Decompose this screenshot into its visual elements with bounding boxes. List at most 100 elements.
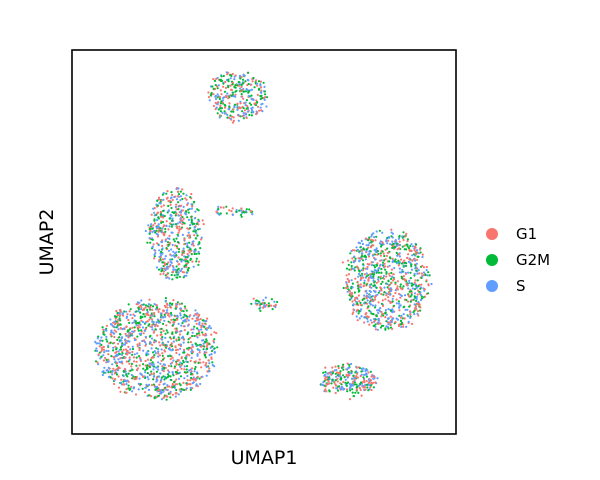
data-point (383, 286, 386, 289)
data-point (359, 374, 362, 378)
data-point (111, 363, 114, 366)
data-point (240, 84, 243, 87)
data-point (171, 217, 174, 220)
data-point (355, 388, 358, 391)
data-point (358, 367, 362, 370)
data-point (162, 270, 165, 273)
data-point (192, 222, 196, 225)
data-point (180, 329, 183, 333)
data-point (109, 318, 112, 321)
data-point (377, 278, 380, 281)
data-point (166, 273, 169, 276)
data-point (180, 258, 183, 261)
y-axis-label: UMAP2 (36, 209, 58, 276)
data-point (172, 299, 175, 302)
data-point (263, 98, 266, 101)
data-point (391, 327, 394, 330)
data-point (385, 313, 388, 316)
data-point (349, 252, 352, 255)
data-point (139, 304, 142, 307)
data-point (427, 271, 430, 274)
data-point (101, 373, 104, 377)
data-point (139, 358, 142, 362)
data-point (372, 386, 375, 389)
data-point (351, 295, 354, 298)
data-point (406, 308, 409, 311)
data-point (129, 313, 132, 316)
data-point (200, 238, 203, 241)
data-point (168, 315, 171, 318)
data-point (177, 231, 180, 234)
data-point (410, 293, 413, 296)
data-point (138, 356, 142, 359)
data-point (171, 356, 174, 359)
data-point (200, 366, 203, 369)
data-point (393, 246, 396, 249)
data-point (221, 111, 224, 114)
data-point (356, 302, 359, 305)
data-point (161, 365, 164, 368)
data-point (362, 367, 365, 370)
data-point (216, 103, 219, 106)
data-point (360, 249, 364, 252)
data-point (259, 309, 262, 312)
data-point (150, 370, 153, 373)
data-point (382, 304, 385, 307)
data-point (152, 368, 155, 371)
data-point (177, 377, 181, 380)
data-point (175, 245, 178, 248)
data-point (197, 260, 201, 263)
data-point (229, 77, 232, 80)
data-point (367, 276, 370, 279)
data-point (136, 335, 139, 338)
data-point (220, 75, 223, 78)
data-point (231, 83, 234, 86)
data-point (195, 232, 198, 235)
data-point (337, 366, 340, 370)
data-point (144, 341, 147, 344)
data-point (144, 335, 147, 338)
data-point (125, 373, 128, 376)
data-point (352, 261, 355, 264)
data-point (321, 383, 324, 387)
data-point (408, 249, 411, 252)
data-point (155, 321, 158, 324)
data-point (201, 375, 204, 378)
data-point (426, 292, 430, 295)
data-point (374, 328, 377, 331)
data-point (359, 283, 362, 286)
data-point (419, 287, 422, 290)
data-point (214, 108, 217, 111)
data-point (177, 193, 181, 196)
data-point (406, 243, 409, 246)
data-point (387, 239, 390, 242)
data-point (273, 300, 276, 303)
data-point (216, 101, 220, 104)
data-point (185, 368, 188, 371)
data-point (403, 244, 406, 247)
data-point (170, 191, 173, 194)
data-point (186, 216, 189, 219)
data-point (106, 340, 109, 343)
data-point (122, 370, 126, 373)
data-point (144, 321, 147, 324)
data-point (164, 386, 167, 389)
data-point (382, 274, 385, 278)
data-point (116, 311, 119, 314)
data-point (190, 243, 193, 246)
data-point (195, 252, 198, 255)
data-point (233, 78, 236, 81)
data-point (374, 323, 377, 326)
data-point (179, 384, 182, 387)
data-point (175, 388, 178, 392)
data-point (103, 351, 106, 354)
data-point (391, 300, 394, 303)
data-point (328, 389, 331, 392)
data-point (396, 280, 399, 283)
data-point (152, 351, 155, 354)
data-point (157, 394, 160, 397)
data-point (166, 309, 169, 312)
data-point (350, 261, 353, 264)
data-point (193, 234, 196, 237)
data-point (170, 378, 173, 382)
